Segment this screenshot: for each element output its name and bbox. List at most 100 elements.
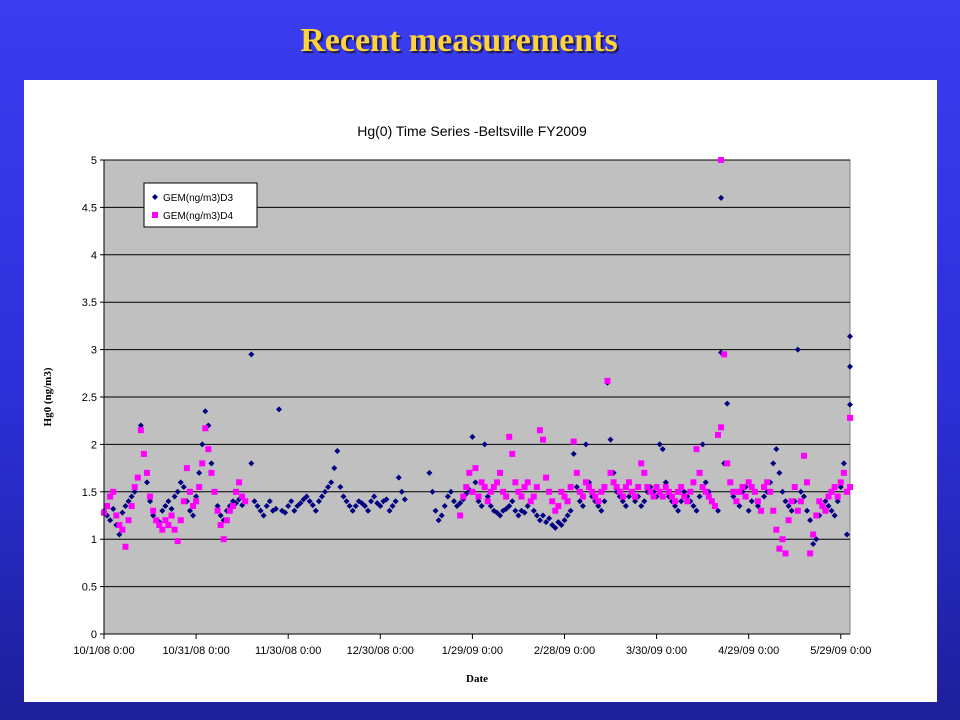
data-point: [521, 484, 528, 491]
data-point: [493, 479, 500, 486]
data-point: [125, 498, 132, 505]
data-points: [101, 157, 853, 557]
data-point: [595, 498, 602, 505]
data-point: [619, 493, 626, 500]
data-point: [558, 521, 565, 528]
data-point: [699, 484, 706, 491]
data-point: [635, 484, 642, 491]
data-point: [257, 507, 264, 514]
data-point: [472, 465, 479, 472]
data-point: [147, 493, 154, 500]
data-point: [810, 540, 817, 547]
data-point: [386, 507, 393, 514]
data-point: [509, 450, 516, 457]
x-tick-label: 10/1/08 0:00: [73, 645, 134, 657]
data-point: [690, 479, 697, 486]
data-point: [705, 493, 712, 500]
data-point: [592, 493, 599, 500]
data-point: [119, 509, 126, 516]
data-point: [641, 498, 648, 505]
data-point: [398, 488, 405, 495]
data-point: [239, 493, 246, 500]
data-point: [180, 484, 187, 491]
data-point: [773, 526, 780, 533]
data-point: [205, 446, 212, 453]
data-point: [625, 479, 632, 486]
data-point: [785, 503, 792, 510]
data-point: [282, 509, 289, 516]
data-point: [764, 479, 771, 486]
data-point: [487, 503, 494, 510]
data-point: [116, 531, 123, 538]
data-point: [659, 493, 666, 500]
data-point: [328, 479, 335, 486]
data-point: [150, 507, 157, 514]
data-point: [217, 512, 224, 519]
data-point: [739, 484, 746, 491]
data-point: [644, 484, 651, 491]
data-point: [202, 408, 209, 415]
data-point: [555, 503, 562, 510]
data-point: [128, 503, 135, 510]
data-point: [736, 503, 743, 510]
data-point: [561, 517, 568, 524]
data-point: [383, 496, 390, 503]
data-point: [576, 498, 583, 505]
data-point: [457, 512, 464, 519]
data-point: [813, 512, 820, 519]
data-point: [757, 507, 764, 514]
data-point: [785, 517, 792, 524]
data-point: [110, 505, 117, 512]
x-tick-label: 11/30/08 0:00: [255, 645, 321, 657]
data-point: [444, 493, 451, 500]
x-axis-label: Date: [466, 673, 488, 685]
data-point: [365, 507, 372, 514]
legend-marker: [152, 194, 158, 200]
data-point: [368, 498, 375, 505]
data-point: [153, 517, 160, 524]
data-point: [484, 498, 491, 505]
data-point: [377, 503, 384, 510]
data-point: [800, 493, 807, 500]
y-tick-label: 0.5: [82, 582, 97, 594]
data-point: [831, 512, 838, 519]
data-point: [150, 512, 157, 519]
legend-marker: [152, 212, 158, 218]
data-point: [776, 469, 783, 476]
data-point: [690, 503, 697, 510]
data-point: [582, 441, 589, 448]
data-point: [272, 505, 279, 512]
data-point: [334, 448, 341, 455]
data-point: [140, 450, 147, 457]
data-point: [767, 488, 774, 495]
x-tick-label: 3/30/09 0:00: [626, 645, 687, 657]
data-point: [162, 517, 169, 524]
data-point: [223, 517, 230, 524]
data-point: [702, 479, 709, 486]
data-point: [220, 536, 227, 543]
data-point: [681, 493, 688, 500]
data-point: [828, 507, 835, 514]
data-point: [168, 505, 175, 512]
data-point: [128, 493, 135, 500]
data-point: [389, 503, 396, 510]
slide-title: Recent measurements: [300, 22, 618, 59]
data-point: [217, 521, 224, 528]
y-tick-label: 2: [91, 439, 97, 451]
data-point: [186, 507, 193, 514]
data-point: [361, 503, 368, 510]
data-point: [463, 484, 470, 491]
data-point: [804, 479, 811, 486]
data-point: [730, 488, 737, 495]
data-point: [828, 488, 835, 495]
data-point: [506, 433, 513, 440]
data-point: [610, 479, 617, 486]
data-point: [312, 507, 319, 514]
data-point: [754, 498, 761, 505]
data-point: [831, 484, 838, 491]
data-point: [306, 498, 313, 505]
data-point: [711, 503, 718, 510]
x-tick-label: 10/31/08 0:00: [162, 645, 229, 657]
data-point: [748, 484, 755, 491]
data-point: [285, 503, 292, 510]
